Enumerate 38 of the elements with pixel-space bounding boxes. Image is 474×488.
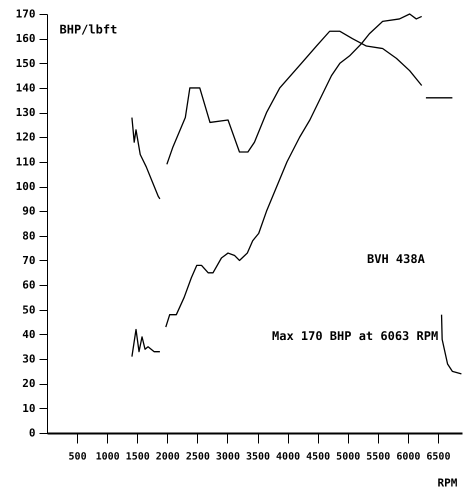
y-tick-label: 30	[22, 352, 36, 366]
y-tick-label: 10	[22, 402, 36, 415]
y-tick-label: 160	[16, 32, 36, 46]
line-series	[131, 116, 161, 200]
x-tick-label: 5500	[366, 452, 390, 462]
y-tick-label: 170	[16, 8, 36, 20]
x-tick-label: 3000	[216, 452, 240, 462]
x-tick-label: 500	[68, 452, 87, 462]
y-tick-label: 50	[22, 303, 36, 316]
y-tick-label: 80	[22, 229, 36, 242]
x-tick-label: 3500	[246, 452, 270, 462]
line-series	[440, 314, 462, 374]
y-tick-label: 110	[16, 155, 36, 168]
y-tick-label: 60	[22, 278, 36, 292]
annotation: Max 170 BHP at 6063 RPM	[272, 329, 438, 343]
y-tick-label: 0	[28, 426, 36, 440]
y-tick-label: 130	[16, 106, 36, 120]
y-tick-label: 150	[16, 56, 36, 70]
y-tick-label: 20	[22, 377, 36, 390]
x-tick-label: 5000	[336, 452, 360, 462]
x-tick-label: 6000	[396, 452, 420, 462]
y-tick-label: 140	[16, 81, 36, 94]
y-tick-label: 40	[22, 328, 36, 341]
x-tick-label: 2000	[156, 452, 180, 462]
annotation: BVH 438A	[367, 252, 426, 266]
x-tick-label: 6500	[426, 452, 450, 462]
line-series	[131, 328, 161, 358]
x-tick-label: 1500	[126, 452, 150, 462]
x-tick-label: 1000	[96, 452, 120, 462]
y-tick-label: 120	[16, 130, 36, 144]
x-tick-label: 4500	[306, 452, 330, 462]
y-tick-label: 70	[22, 254, 36, 267]
x-tick-label: 4000	[276, 452, 300, 462]
x-tick-label: 2500	[186, 452, 210, 462]
y-tick-label: 90	[22, 204, 36, 218]
y-axis-title: BHP/lbft	[60, 22, 118, 36]
x-axis-title: RPM	[438, 476, 458, 488]
y-tick-label: 100	[16, 180, 36, 194]
